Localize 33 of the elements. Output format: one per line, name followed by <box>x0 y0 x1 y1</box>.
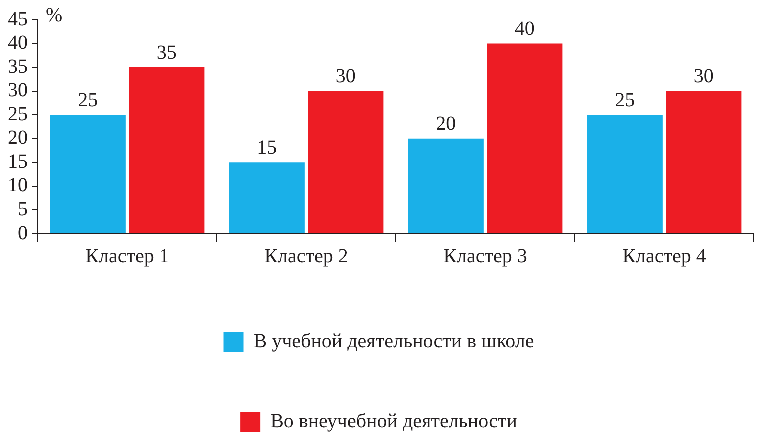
y-tick-label: 15 <box>8 150 28 173</box>
y-tick-label: 25 <box>8 103 28 126</box>
bar <box>487 44 563 234</box>
y-tick-label: 45 <box>8 8 28 30</box>
bar <box>308 91 384 234</box>
bar <box>129 68 205 234</box>
y-tick-label: 35 <box>8 56 28 78</box>
data-label: 30 <box>694 66 714 88</box>
bar <box>229 162 305 234</box>
legend-label: Во внеучебной деятельности <box>270 410 518 432</box>
y-tick-label: 40 <box>8 32 28 54</box>
y-tick-label: 20 <box>8 127 28 150</box>
y-tick-label: 10 <box>8 174 28 197</box>
data-label: 25 <box>615 89 636 112</box>
x-tick-label: Кластер 3 <box>444 245 528 268</box>
x-tick-label: Кластер 4 <box>622 245 706 268</box>
y-tick-label: 5 <box>18 198 28 220</box>
y-tick-label: 30 <box>8 80 28 102</box>
bar <box>587 115 663 234</box>
bar <box>408 138 484 234</box>
bar <box>666 91 742 234</box>
legend-label: В учебной деятельности в школе <box>254 330 534 352</box>
data-label: 30 <box>336 66 356 88</box>
y-tick-label: 0 <box>18 222 28 244</box>
data-label: 40 <box>514 18 535 40</box>
data-label: 20 <box>436 113 456 136</box>
bar <box>50 115 126 234</box>
y-axis-title: % <box>46 4 63 26</box>
data-label: 15 <box>257 136 278 159</box>
data-label: 35 <box>156 42 177 64</box>
data-label: 25 <box>78 89 98 112</box>
x-tick-label: Кластер 2 <box>264 245 348 268</box>
x-tick-label: Кластер 1 <box>86 245 170 268</box>
